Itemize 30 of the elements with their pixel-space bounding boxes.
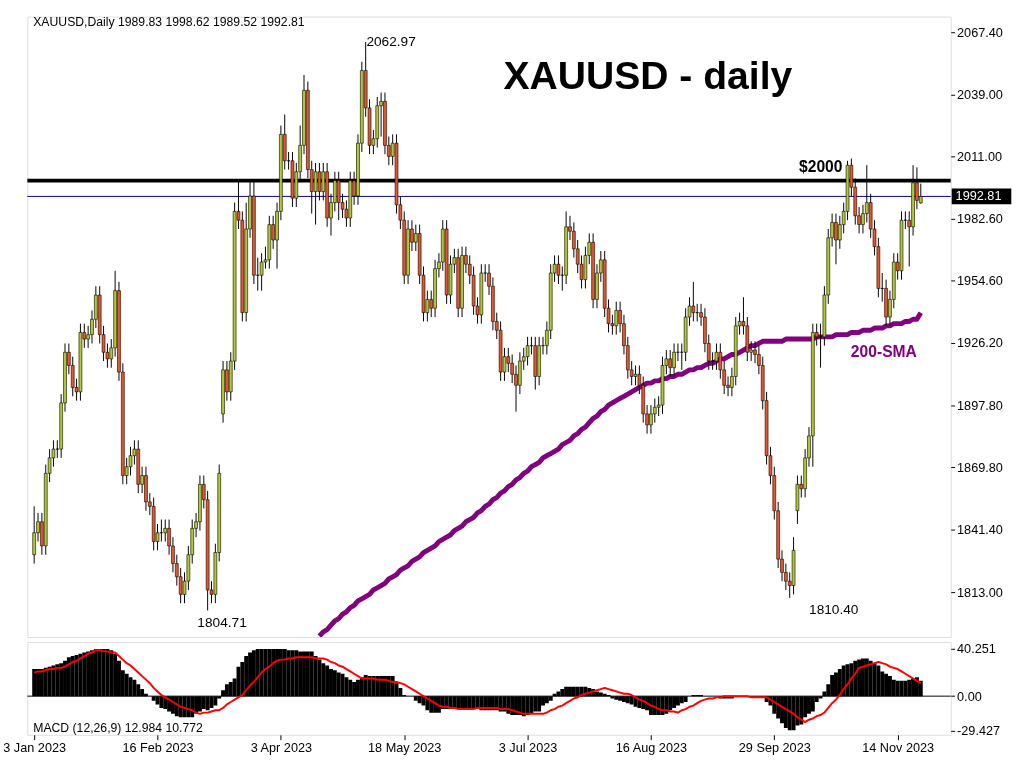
ref-line-label: $2000 <box>799 157 843 175</box>
y-tick-label: 0.00 <box>957 689 982 704</box>
y-tick-label: 1869.80 <box>957 460 1003 475</box>
x-tick-label: 3 Jul 2023 <box>498 740 558 755</box>
x-tick-label: 16 Feb 2023 <box>122 740 194 755</box>
x-tick-label: 14 Nov 2023 <box>862 740 935 755</box>
y-tick-label: 1982.60 <box>957 212 1003 227</box>
x-tick-label: 3 Apr 2023 <box>250 740 313 755</box>
y-tick-label: 1954.60 <box>957 273 1003 288</box>
series-label: 200-SMA <box>850 342 917 360</box>
annotation: MACD (12,26,9) 12.984 10.772 <box>33 720 204 735</box>
annotation: 1804.71 <box>197 615 247 631</box>
y-tick-label: 2011.00 <box>957 149 1002 164</box>
text: XAUUSD - daily <box>503 53 793 97</box>
annotation: 1810.40 <box>809 601 859 617</box>
y-tick-label: 1897.80 <box>957 398 1003 413</box>
y-tick-label: 1841.40 <box>957 523 1003 538</box>
annotation: 2062.97 <box>366 33 416 49</box>
y-tick-label: 40.251 <box>957 642 996 657</box>
x-tick-label: 18 May 2023 <box>368 740 442 755</box>
y-tick-label: 2067.40 <box>957 25 1003 40</box>
y-tick-label: -29.427 <box>957 724 1001 739</box>
x-tick-label: 3 Jan 2023 <box>3 740 67 755</box>
x-tick-label: 16 Aug 2023 <box>615 740 688 755</box>
y-tick-label: 2039.00 <box>957 88 1003 103</box>
ref-line-label: 1992.81 <box>955 189 1002 204</box>
x-tick-label: 29 Sep 2023 <box>738 740 811 755</box>
y-tick-label: 1926.20 <box>957 336 1003 351</box>
annotation: XAUUSD,Daily 1989.83 1998.62 1989.52 1992.81 <box>33 15 305 30</box>
y-tick-label: 1813.00 <box>957 585 1003 600</box>
